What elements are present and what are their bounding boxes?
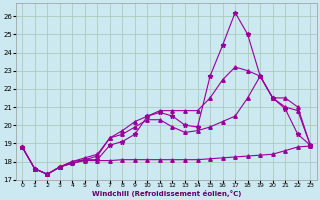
X-axis label: Windchill (Refroidissement éolien,°C): Windchill (Refroidissement éolien,°C) bbox=[92, 190, 241, 197]
